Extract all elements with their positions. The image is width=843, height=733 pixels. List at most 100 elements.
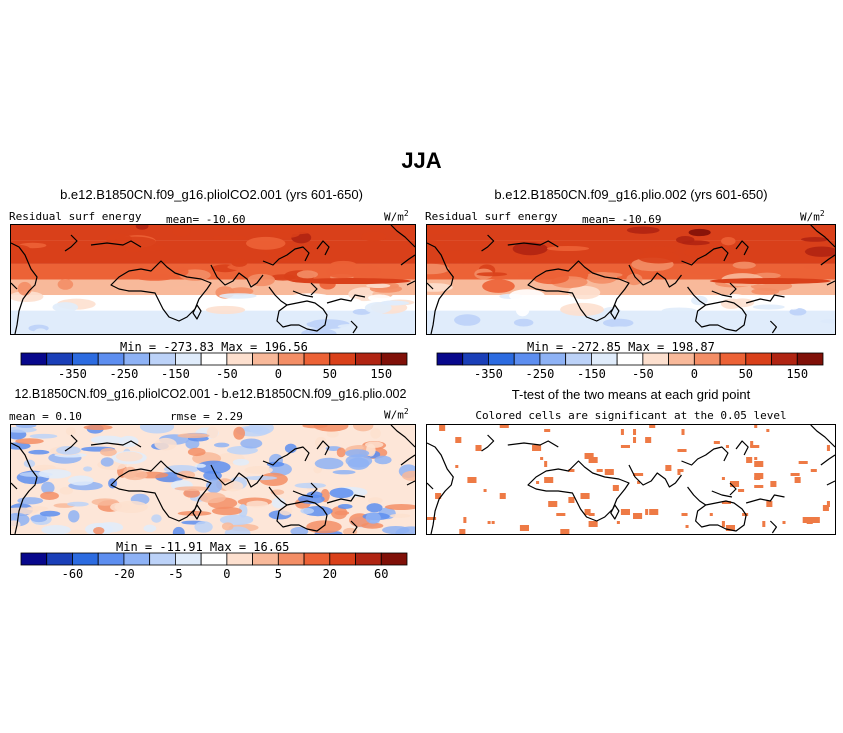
colorbar-label-3: 0 [223, 567, 230, 581]
significant-cell-73 [491, 521, 495, 524]
colorbar-box-4 [123, 552, 151, 566]
panel-2-colorbar-boxes [436, 352, 824, 366]
coastline-segment-0 [427, 242, 454, 334]
significant-cell-65 [544, 429, 551, 432]
colorbar-box-2 [72, 352, 99, 366]
coastline-segment-14 [769, 520, 778, 534]
diff-blob-151 [93, 527, 105, 534]
equatorial-streak [291, 278, 411, 285]
diff-blob-157 [347, 457, 370, 470]
diff-blob-103 [294, 482, 327, 489]
significant-cell-53 [620, 429, 624, 435]
colorbar-label-2: -150 [161, 367, 190, 381]
colorbar-box-2 [72, 552, 99, 566]
significant-cell-85 [826, 501, 830, 507]
diff-blob-138 [100, 447, 117, 457]
colorbar-box-6 [174, 552, 202, 566]
significant-cell-36 [746, 457, 753, 463]
diff-blob-115 [203, 470, 222, 481]
significant-cell-69 [633, 437, 637, 443]
field-blob-68 [276, 225, 318, 235]
zonal-band-1 [11, 240, 415, 264]
field-blob-1 [228, 287, 254, 296]
figure-title: JJA [401, 148, 442, 173]
diff-blob-91 [196, 460, 231, 474]
colorbar-box-5 [565, 352, 592, 366]
coastline-segment-0 [427, 442, 454, 534]
field-blob-62 [135, 225, 149, 230]
coastline-segment-9 [292, 290, 314, 298]
significant-cell-14 [721, 521, 725, 527]
significant-cell-15 [721, 501, 731, 504]
diff-blob-158 [222, 480, 244, 492]
panel-1-field [11, 225, 415, 334]
panel-4-title: T-test of the two means at each grid poi… [511, 387, 751, 402]
significant-cell-58 [645, 509, 649, 515]
field-blob-66 [17, 281, 32, 296]
significant-cell-43 [604, 469, 614, 475]
diff-blob-35 [232, 458, 250, 466]
panel-1-coastlines [11, 225, 415, 334]
field-blob-63 [33, 328, 49, 334]
zonal-band-0 [427, 225, 835, 241]
colorbar-box-10 [277, 552, 305, 566]
diff-blob-89 [384, 503, 415, 511]
significant-cell-87 [738, 489, 745, 492]
colorbar-box-12 [329, 552, 356, 566]
colorbar-label-4: 0 [275, 367, 282, 381]
colorbar-box-9 [252, 352, 279, 366]
field-blob-35 [296, 270, 319, 279]
diff-blob-21 [238, 504, 248, 518]
significant-cell-71 [754, 477, 761, 480]
significant-cell-68 [588, 513, 595, 516]
panel-3-mean: mean = 0.10 [9, 410, 82, 423]
coastline-segment-11 [745, 494, 785, 504]
significant-cell-12 [649, 509, 659, 515]
significant-cell-1 [725, 445, 729, 448]
significant-cell-80 [620, 445, 630, 448]
diff-blob-163 [154, 437, 177, 451]
diff-blob-84 [306, 520, 342, 534]
coastline-segment-4 [527, 460, 630, 522]
panel-4-subtitle: Colored cells are significant at the 0.0… [475, 409, 787, 422]
field-blob-67 [721, 236, 736, 246]
colorbar-box-4 [123, 352, 151, 366]
panel-2-coastlines [427, 225, 835, 334]
diff-blob-7 [143, 524, 157, 533]
field-blob-3 [211, 235, 247, 240]
diff-blob-159 [336, 447, 346, 458]
colorbar-box-13 [355, 552, 382, 566]
diff-blob-77 [246, 500, 269, 508]
diff-blob-85 [211, 506, 243, 516]
significant-cell-52 [483, 489, 487, 492]
coastline-segment-14 [350, 320, 358, 334]
diff-blob-130 [361, 522, 384, 529]
significant-cell-9 [519, 525, 529, 531]
panel-3-map-svg [11, 425, 415, 534]
panel-2-colorbar-svg: -350 -250 -150 -50 0 50 150 [436, 352, 824, 381]
panel-1-colorbar: -350 -250 -150 -50 0 50 150 [20, 352, 408, 381]
field-blob-60 [380, 300, 405, 306]
diff-blob-161 [402, 470, 415, 482]
significant-cell-49 [584, 509, 591, 515]
panel-2-map [426, 224, 836, 335]
diff-blob-152 [233, 426, 246, 440]
significant-cell-20 [766, 429, 770, 432]
panel-1-minmax: Min = -273.83 Max = 196.56 [120, 340, 308, 354]
colorbar-label-4: 0 [691, 367, 698, 381]
panel-3-units: W/m2 [384, 407, 409, 422]
field-blob-65 [288, 293, 332, 304]
coastline-segment-12 [316, 440, 330, 456]
colorbar-label-0: -350 [474, 367, 503, 381]
colorbar-label-4: 5 [275, 567, 282, 581]
colorbar-label-5: 50 [739, 367, 753, 381]
diff-blob-29 [330, 506, 348, 520]
colorbar-label-6: 60 [374, 567, 388, 581]
panel-3-coastlines [11, 425, 415, 534]
diff-blob-69 [284, 443, 297, 454]
diff-blob-174 [194, 463, 207, 468]
coastline-segment-2 [481, 434, 495, 452]
diff-blob-34 [66, 529, 89, 534]
diff-blob-164 [345, 449, 370, 458]
field-blob-23 [134, 273, 175, 281]
